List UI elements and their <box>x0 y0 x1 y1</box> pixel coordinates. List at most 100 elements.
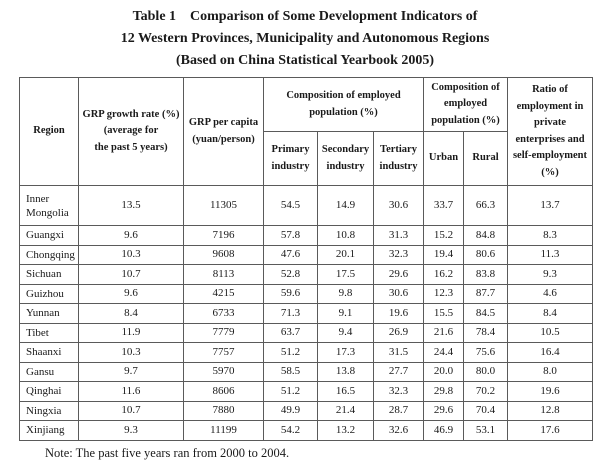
value-cell: 7196 <box>183 225 264 246</box>
value-cell: 32.3 <box>373 381 424 402</box>
value-cell: 10.8 <box>317 225 374 246</box>
value-cell: 51.2 <box>263 342 318 363</box>
value-cell: 11199 <box>183 420 264 441</box>
value-cell: 21.4 <box>317 400 374 421</box>
value-cell: 19.6 <box>507 381 593 402</box>
value-cell: 13.8 <box>317 361 374 382</box>
col-header-region: Region <box>19 77 79 186</box>
value-cell: 19.6 <box>373 303 424 324</box>
value-cell: 66.3 <box>463 185 508 226</box>
value-cell: 9.1 <box>317 303 374 324</box>
col-header-grp-growth-rate: GRP growth rate (%) (average for the pas… <box>78 77 184 186</box>
value-cell: 6733 <box>183 303 264 324</box>
value-cell: 11.3 <box>507 244 593 265</box>
value-cell: 58.5 <box>263 361 318 382</box>
value-cell: 80.6 <box>463 244 508 265</box>
value-cell: 4215 <box>183 283 264 304</box>
value-cell: 16.4 <box>507 342 593 363</box>
table-row: Qinghai 11.6 8606 51.2 16.5 32.3 29.8 70.2 19.6 <box>19 381 593 402</box>
value-cell: 87.7 <box>463 283 508 304</box>
table-row: Shaanxi 10.3 7757 51.2 17.3 31.5 24.4 75.6 16.4 <box>19 342 593 363</box>
table-row: Xinjiang 9.3 11199 54.2 13.2 32.6 46.9 53.1 17.6 <box>19 420 593 441</box>
value-cell: 8113 <box>183 264 264 285</box>
region-cell: Gansu <box>19 361 79 382</box>
value-cell: 83.8 <box>463 264 508 285</box>
value-cell: 80.0 <box>463 361 508 382</box>
value-cell: 13.5 <box>78 185 184 226</box>
col-group-employed-composition-urban-rural: Composition of employed population (%) <box>423 77 508 132</box>
value-cell: 10.5 <box>507 322 593 343</box>
value-cell: 29.6 <box>373 264 424 285</box>
table-row: Ningxia 10.7 7880 49.9 21.4 28.7 29.6 70.4 12.8 <box>19 400 593 421</box>
table-row: Guangxi 9.6 7196 57.8 10.8 31.3 15.2 84.8 8.3 <box>19 225 593 246</box>
value-cell: 47.6 <box>263 244 318 265</box>
table-title: Table 1 Comparison of Some Development I… <box>120 9 490 68</box>
value-cell: 21.6 <box>423 322 464 343</box>
value-cell: 17.3 <box>317 342 374 363</box>
col-header-rural: Rural <box>463 131 508 186</box>
value-cell: 10.7 <box>78 264 184 285</box>
value-cell: 19.4 <box>423 244 464 265</box>
value-cell: 28.7 <box>373 400 424 421</box>
value-cell: 24.4 <box>423 342 464 363</box>
col-header-private-employment-ratio: Ratio of employment in private enterpris… <box>507 77 593 186</box>
value-cell: 15.2 <box>423 225 464 246</box>
value-cell: 53.1 <box>463 420 508 441</box>
value-cell: 26.9 <box>373 322 424 343</box>
value-cell: 12.3 <box>423 283 464 304</box>
value-cell: 7779 <box>183 322 264 343</box>
col-header-urban: Urban <box>423 131 464 186</box>
value-cell: 11.9 <box>78 322 184 343</box>
value-cell: 11305 <box>183 185 264 226</box>
value-cell: 54.2 <box>263 420 318 441</box>
indicators-table: Region GRP growth rate (%) (average for … <box>19 77 593 441</box>
value-cell: 71.3 <box>263 303 318 324</box>
region-cell: Tibet <box>19 322 79 343</box>
value-cell: 20.1 <box>317 244 374 265</box>
value-cell: 31.3 <box>373 225 424 246</box>
col-header-grp-per-capita: GRP per capita (yuan/person) <box>183 77 264 186</box>
table-row: Guizhou 9.6 4215 59.6 9.8 30.6 12.3 87.7 4.6 <box>19 283 593 304</box>
value-cell: 27.7 <box>373 361 424 382</box>
value-cell: 5970 <box>183 361 264 382</box>
value-cell: 57.8 <box>263 225 318 246</box>
value-cell: 13.2 <box>317 420 374 441</box>
table-row: Inner Mongolia 13.5 11305 54.5 14.9 30.6 33.7 6… <box>19 185 593 226</box>
value-cell: 20.0 <box>423 361 464 382</box>
value-cell: 54.5 <box>263 185 318 226</box>
value-cell: 31.5 <box>373 342 424 363</box>
value-cell: 15.5 <box>423 303 464 324</box>
value-cell: 7880 <box>183 400 264 421</box>
value-cell: 9.3 <box>78 420 184 441</box>
header-row-2: Primary industry Secondary industry Tert… <box>20 131 593 186</box>
value-cell: 52.8 <box>263 264 318 285</box>
value-cell: 16.5 <box>317 381 374 402</box>
value-cell: 9.8 <box>317 283 374 304</box>
region-cell: Sichuan <box>19 264 79 285</box>
value-cell: 8.4 <box>78 303 184 324</box>
value-cell: 9.6 <box>78 225 184 246</box>
value-cell: 8.0 <box>507 361 593 382</box>
region-cell: Yunnan <box>19 303 79 324</box>
region-cell: Guangxi <box>19 225 79 246</box>
value-cell: 8.3 <box>507 225 593 246</box>
value-cell: 84.8 <box>463 225 508 246</box>
value-cell: 29.8 <box>423 381 464 402</box>
value-cell: 10.7 <box>78 400 184 421</box>
table-note: Note: The past five years ran from 2000 … <box>45 445 290 460</box>
col-header-tertiary-industry: Tertiary industry <box>373 131 424 186</box>
value-cell: 17.5 <box>317 264 374 285</box>
value-cell: 11.6 <box>78 381 184 402</box>
value-cell: 78.4 <box>463 322 508 343</box>
value-cell: 75.6 <box>463 342 508 363</box>
table-row: Chongqing 10.3 9608 47.6 20.1 32.3 19.4 80.6 11.… <box>19 244 593 265</box>
region-cell: Ningxia <box>19 400 79 421</box>
value-cell: 32.3 <box>373 244 424 265</box>
value-cell: 84.5 <box>463 303 508 324</box>
region-cell: Xinjiang <box>19 420 79 441</box>
value-cell: 8.4 <box>507 303 593 324</box>
value-cell: 33.7 <box>423 185 464 226</box>
value-cell: 16.2 <box>423 264 464 285</box>
region-cell: Chongqing <box>19 244 79 265</box>
